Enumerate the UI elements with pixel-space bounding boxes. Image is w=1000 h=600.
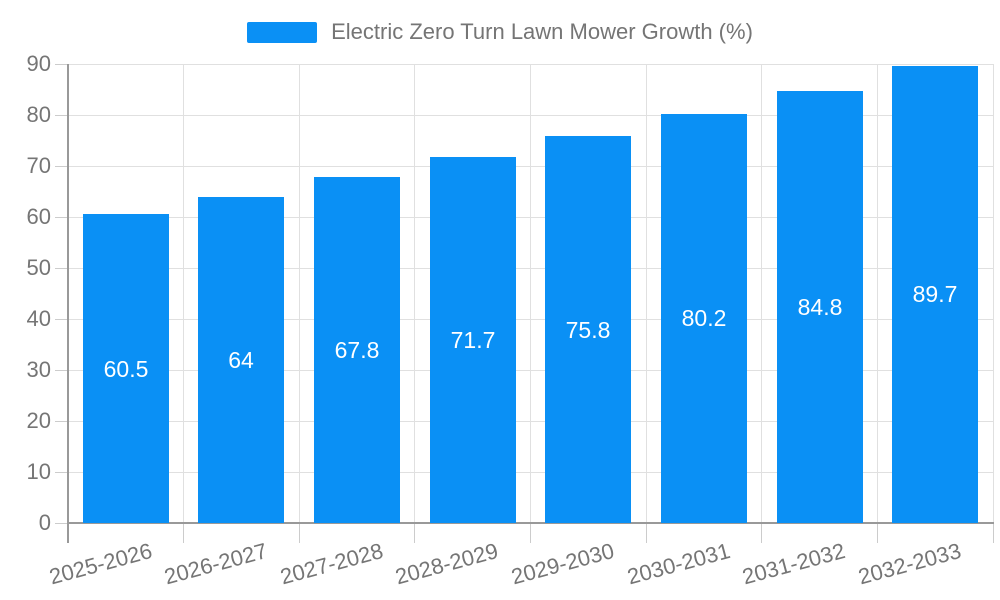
- bar-value-label: 75.8: [565, 316, 611, 343]
- y-tick: [55, 522, 68, 524]
- y-axis-label: 60: [26, 204, 51, 229]
- bar: [83, 214, 169, 523]
- x-axis-label: 2027-2028: [277, 538, 386, 590]
- bar-value-label: 80.2: [681, 305, 727, 332]
- bar: [661, 113, 747, 523]
- bar: [892, 65, 978, 523]
- y-axis-label: 20: [26, 408, 51, 433]
- bar: [545, 136, 631, 523]
- x-axis-label: 2031-2032: [739, 538, 849, 590]
- x-gridline: [645, 64, 647, 523]
- y-axis-label: 80: [26, 102, 51, 127]
- legend[interactable]: Electric Zero Turn Lawn Mower Growth (%): [0, 19, 1000, 45]
- bar: [430, 157, 516, 523]
- x-tick: [530, 523, 531, 543]
- y-axis-label: 50: [26, 255, 51, 280]
- bar-value-label: 71.7: [450, 327, 496, 354]
- bar-value-label: 64: [228, 346, 254, 373]
- x-tick: [645, 523, 647, 543]
- y-axis-label: 70: [26, 153, 51, 178]
- legend-swatch[interactable]: [247, 21, 318, 43]
- bar-value-label: 84.8: [797, 293, 843, 320]
- y-axis-label: 30: [26, 357, 51, 382]
- bar: [314, 177, 400, 523]
- y-tick: [55, 267, 68, 269]
- bar-value-label: 67.8: [334, 337, 380, 364]
- y-axis-label: 10: [26, 459, 51, 484]
- y-axis-label: 90: [26, 51, 51, 76]
- y-tick: [55, 216, 68, 218]
- x-axis-label: 2029-2030: [508, 538, 617, 590]
- x-axis-label: 2032-2033: [855, 538, 964, 590]
- x-axis-label: 2030-2031: [624, 538, 733, 590]
- y-axis-line: [67, 64, 69, 543]
- x-gridline: [183, 64, 185, 523]
- x-axis-label: 2026-2027: [161, 538, 270, 590]
- legend-label: Electric Zero Turn Lawn Mower Growth (%): [331, 19, 753, 44]
- bar: [198, 196, 284, 523]
- x-tick: [761, 523, 763, 543]
- y-tick: [55, 471, 68, 473]
- x-gridline: [761, 64, 763, 523]
- x-axis-label: 2028-2029: [393, 538, 502, 590]
- x-axis-label: 2025-2026: [46, 538, 155, 590]
- bar-value-label: 89.7: [912, 281, 958, 308]
- x-tick: [876, 523, 878, 543]
- x-gridline: [414, 64, 416, 523]
- x-axis-line: [67, 522, 994, 524]
- x-tick: [298, 523, 300, 543]
- bar-value-label: 60.5: [103, 355, 149, 382]
- x-gridline: [876, 64, 878, 523]
- y-tick: [55, 165, 68, 167]
- y-tick: [55, 420, 68, 422]
- x-tick: [183, 523, 185, 543]
- bar: [777, 90, 863, 523]
- x-tick: [414, 523, 416, 543]
- y-axis-label: 40: [26, 306, 51, 331]
- x-gridline: [530, 64, 531, 523]
- y-tick: [55, 369, 68, 371]
- y-axis-label: 0: [38, 510, 51, 535]
- y-tick: [55, 318, 68, 320]
- x-gridline: [298, 64, 300, 523]
- y-tick: [55, 63, 68, 65]
- x-tick: [992, 523, 994, 543]
- y-tick: [55, 114, 68, 116]
- x-gridline: [992, 64, 994, 523]
